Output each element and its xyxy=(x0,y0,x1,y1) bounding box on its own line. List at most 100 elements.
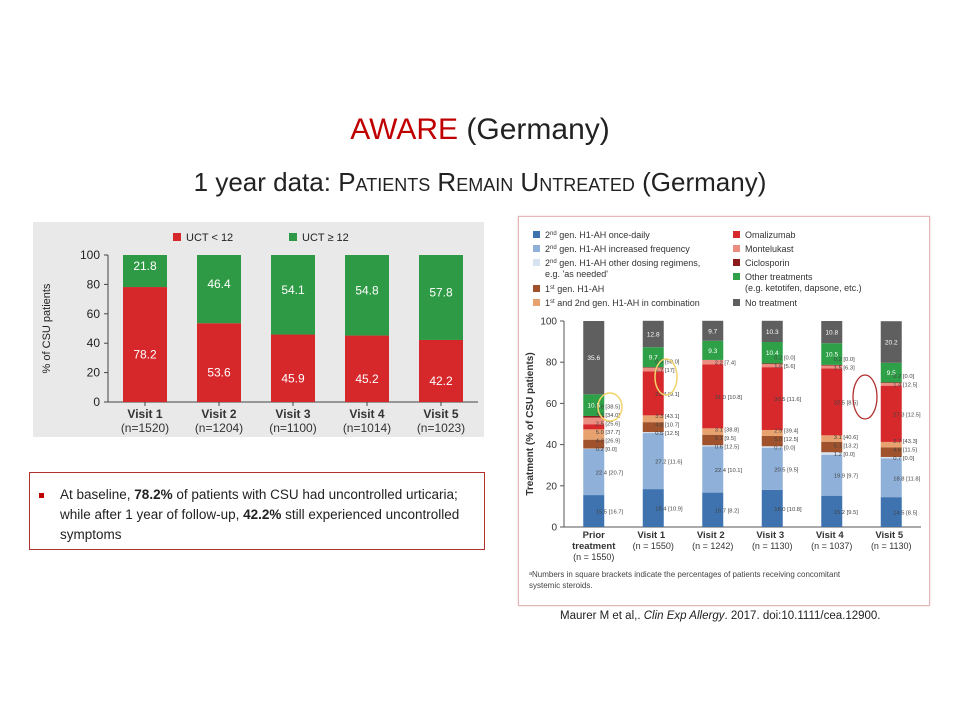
legend-label-text: gen. H1-AH once-daily xyxy=(557,230,651,240)
x-tick-label: Visit 1 xyxy=(637,530,666,541)
bar-segment xyxy=(821,452,843,455)
x-tick-label: Visit 1 xyxy=(127,407,162,421)
x-tick-label: Visit 2 xyxy=(201,407,236,421)
legend-label-4: 1st and 2nd gen. H1-AH in combination xyxy=(545,298,700,308)
legend-swatch-7 xyxy=(733,259,740,266)
bar-value-label: 42.2 xyxy=(429,374,453,388)
x-tick-label: Visit 2 xyxy=(697,530,725,541)
highlight-circle-visit1 xyxy=(654,358,678,396)
y-tick-label: 40 xyxy=(546,440,558,451)
legend-swatch-5 xyxy=(733,231,740,238)
bar-segment xyxy=(821,365,843,369)
bar-segment xyxy=(642,371,664,416)
legend-label-prefix: 1 xyxy=(545,284,550,294)
bar-segment xyxy=(761,489,783,527)
citation-authors: Maurer M et al,. xyxy=(560,610,644,622)
citation: Maurer M et al,. Clin Exp Allergy. 2017.… xyxy=(560,610,881,622)
segment-value-label: 3.3 [43.1] xyxy=(655,414,680,420)
bar-segment xyxy=(702,428,724,435)
segment-value-label: 0.8 [38.5] xyxy=(596,405,621,411)
segment-value-label: 20.2 xyxy=(885,340,898,347)
treatment-chart-panel: 2nd gen. H1-AH once-daily 2nd gen. H1-AH … xyxy=(518,216,930,606)
legend-label-prefix: 2 xyxy=(545,244,550,254)
segment-value-label: 22.4 [10.1] xyxy=(715,468,743,474)
bar-uct-ge-12 xyxy=(123,255,167,288)
bar-segment xyxy=(821,495,843,527)
bar-uct-ge-12 xyxy=(271,255,315,335)
bar-segment xyxy=(880,385,902,442)
segment-value-label: 3.1 [40.6] xyxy=(834,435,859,441)
bar-segment xyxy=(642,489,664,527)
bar-segment xyxy=(583,439,605,449)
bar-segment xyxy=(642,415,664,423)
bar-segment xyxy=(821,364,843,366)
bar-segment xyxy=(642,320,664,348)
legend-label-line2: e.g. 'as needed' xyxy=(545,269,608,279)
bar-segment xyxy=(642,432,664,434)
bar-segment xyxy=(821,435,843,442)
footnote-line-1: ᵃNumbers in square brackets indicate the… xyxy=(529,570,841,579)
segment-value-label: 0.2 [0.0] xyxy=(774,355,795,361)
segment-value-label: 35.6 xyxy=(587,355,600,362)
x-tick-label: Visit 4 xyxy=(816,530,845,541)
segment-value-label: 15.5 [16.7] xyxy=(596,510,624,516)
x-tick-sublabel: (n = 1242) xyxy=(692,541,733,551)
x-tick-sublabel: (n=1100) xyxy=(269,421,316,435)
segment-value-label: 20.5 [9.5] xyxy=(774,467,799,473)
bar-segment xyxy=(821,368,843,436)
bar-segment xyxy=(880,441,902,448)
bar-segment xyxy=(880,497,902,527)
legend-label-0: UCT < 12 xyxy=(186,232,233,244)
segment-value-label: 0.6 [12.5] xyxy=(715,444,740,450)
y-tick-label: 0 xyxy=(551,523,557,534)
legend-label-text: and 2nd gen. H1-AH in combination xyxy=(555,298,700,308)
x-tick-label: Visit 4 xyxy=(349,407,384,421)
x-tick-sublabel: (n = 1550) xyxy=(573,552,614,562)
x-tick-sublabel: (n = 1037) xyxy=(811,541,852,551)
bar-segment xyxy=(761,363,783,368)
legend-label-2: 2nd gen. H1-AH other dosing regimens, xyxy=(545,258,700,268)
bar-uct-ge-12 xyxy=(345,255,389,336)
x-tick-sublabel: (n = 1550) xyxy=(633,541,674,551)
bar-segment xyxy=(583,424,605,430)
segment-value-label: 0.2 [0.0] xyxy=(834,357,855,363)
bar-segment xyxy=(821,454,843,496)
legend-label-superscript: st xyxy=(550,285,555,291)
segment-value-label: 10.3 xyxy=(766,329,779,336)
segment-value-label: 0.7 [0.0] xyxy=(893,456,914,462)
bar-segment xyxy=(702,340,724,360)
segment-value-label: 1.6 [5.6] xyxy=(774,364,795,370)
segment-value-label: 22.4 [20.7] xyxy=(596,470,624,476)
bar-segment xyxy=(761,429,783,436)
legend-swatch-9 xyxy=(733,299,740,306)
x-tick-sublabel: (n=1023) xyxy=(417,421,465,435)
bar-segment xyxy=(880,321,902,363)
x-tick-label-line2: treatment xyxy=(572,541,616,552)
legend-swatch-1 xyxy=(289,233,297,241)
bar-value-label: 45.2 xyxy=(355,372,379,386)
bullet-icon xyxy=(39,493,44,498)
bar-uct-lt-12 xyxy=(271,334,315,402)
bar-segment xyxy=(642,433,664,490)
segment-value-label: 0.2 [0.0] xyxy=(596,447,617,453)
bar-segment xyxy=(583,448,605,496)
segment-value-label: 18.8 [11.8] xyxy=(893,476,920,482)
summary-baseline-value: 78.2% xyxy=(134,487,173,502)
bar-value-label: 54.8 xyxy=(355,283,379,297)
segment-value-label: 0.7 [0.0] xyxy=(774,445,795,451)
segment-value-label: 10.5 xyxy=(587,403,600,410)
bar-segment xyxy=(880,362,902,383)
y-tick-label: 60 xyxy=(546,399,558,410)
legend-swatch-4 xyxy=(533,299,540,306)
segment-value-label: 2.7 [43.3] xyxy=(893,439,918,445)
x-tick-sublabel: (n=1014) xyxy=(343,421,391,435)
legend-swatch-0 xyxy=(173,233,181,241)
segment-value-label: 12.8 xyxy=(647,331,660,338)
bar-segment xyxy=(880,456,902,459)
segment-value-label: 3.1 [38.8] xyxy=(715,427,740,433)
bar-segment xyxy=(583,448,605,450)
legend-swatch-0 xyxy=(533,231,540,238)
bar-segment xyxy=(761,446,783,448)
bar-value-label: 54.1 xyxy=(281,283,305,297)
segment-value-label: 4.8 [10.7] xyxy=(655,423,680,429)
